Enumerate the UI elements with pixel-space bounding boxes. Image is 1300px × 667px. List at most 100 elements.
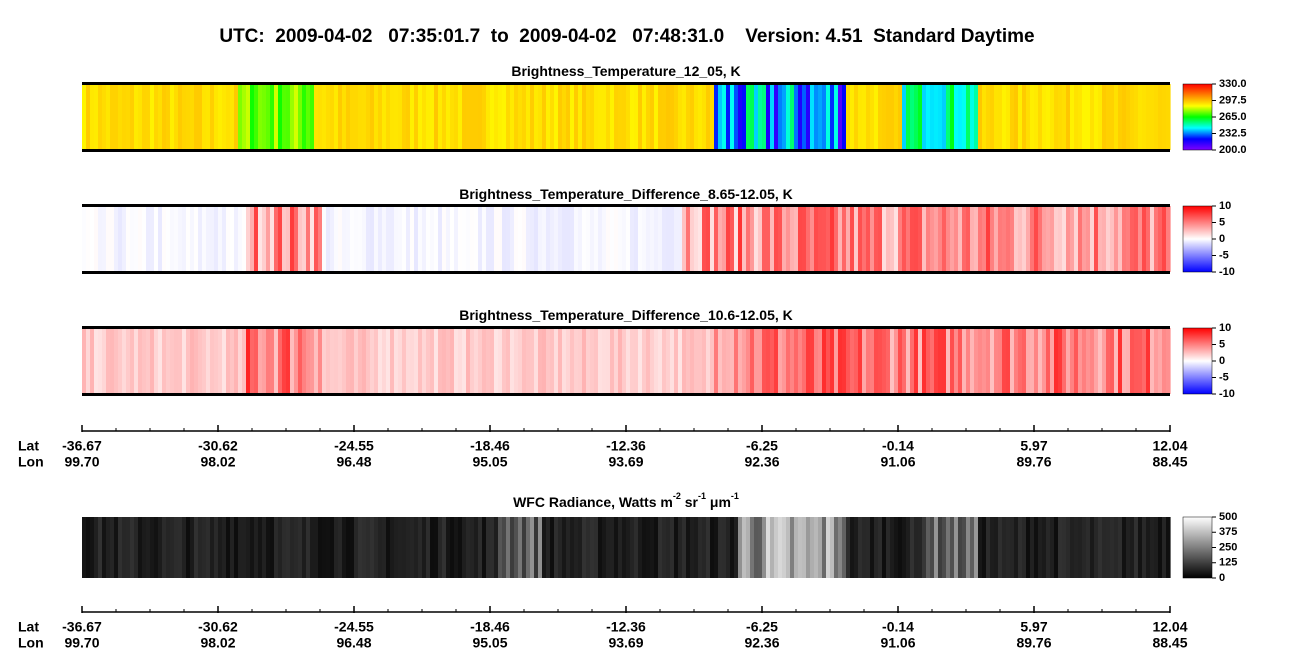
strip-column xyxy=(1010,328,1015,394)
strip-column xyxy=(1110,517,1115,578)
strip-column xyxy=(718,206,723,272)
strip-column xyxy=(582,517,587,578)
colorbar-tick-label: 0 xyxy=(1219,233,1225,245)
strip-column xyxy=(474,328,479,394)
strip-column xyxy=(182,517,187,578)
strip-column xyxy=(238,517,243,578)
strip-column xyxy=(370,328,375,394)
strip-column xyxy=(994,84,999,150)
strip-column xyxy=(710,328,715,394)
strip-column xyxy=(378,84,383,150)
strip-column xyxy=(838,206,843,272)
strip-column xyxy=(762,84,767,150)
strip-column xyxy=(402,517,407,578)
strip-column xyxy=(718,517,723,578)
strip-column xyxy=(814,206,819,272)
strip-column xyxy=(1126,328,1131,394)
strip-column xyxy=(466,206,471,272)
strip-column xyxy=(930,206,935,272)
strip-column xyxy=(450,517,455,578)
strip-column xyxy=(510,328,515,394)
strip-column xyxy=(906,328,911,394)
strip-column xyxy=(194,328,199,394)
strip-column xyxy=(1122,206,1127,272)
strip-column xyxy=(618,84,623,150)
strip-column xyxy=(850,206,855,272)
strip-column xyxy=(1058,206,1063,272)
strip-column xyxy=(498,84,503,150)
strip-column xyxy=(242,517,247,578)
strip-column xyxy=(314,84,319,150)
strip-column xyxy=(542,206,547,272)
strip-column xyxy=(734,206,739,272)
lat-tick-label: -36.67 xyxy=(62,619,102,635)
strip-column xyxy=(354,328,359,394)
lon-tick-label: 92.36 xyxy=(744,454,779,470)
strip-column xyxy=(966,328,971,394)
strip-column xyxy=(974,206,979,272)
strip-column xyxy=(782,206,787,272)
strip-column xyxy=(1110,206,1115,272)
strip-column xyxy=(838,84,843,150)
strip-column xyxy=(986,84,991,150)
strip-column xyxy=(1106,328,1111,394)
strip-column xyxy=(922,517,927,578)
strip-column xyxy=(1126,517,1131,578)
title-text: Brightness_Temperature_Difference_10.6-1… xyxy=(459,307,793,323)
strip-column xyxy=(218,84,223,150)
strip-column xyxy=(98,84,103,150)
strip-column xyxy=(1106,206,1111,272)
strip-column xyxy=(1138,84,1143,150)
strip-column xyxy=(578,517,583,578)
strip-column xyxy=(1146,328,1151,394)
strip-column xyxy=(462,517,467,578)
strip-column xyxy=(294,84,299,150)
strip-column xyxy=(434,517,439,578)
strip-column xyxy=(870,328,875,394)
strip-column xyxy=(418,517,423,578)
strip-column xyxy=(482,517,487,578)
strip-column xyxy=(234,206,239,272)
strip-edge xyxy=(82,204,1170,207)
strip-column xyxy=(990,84,995,150)
strip-column xyxy=(642,517,647,578)
strip-column xyxy=(194,206,199,272)
lon-label: Lon xyxy=(18,454,44,470)
strip-column xyxy=(534,84,539,150)
strip-column xyxy=(414,328,419,394)
strip-column xyxy=(618,517,623,578)
strip-column xyxy=(390,206,395,272)
strip-column xyxy=(1026,206,1031,272)
strip-column xyxy=(326,517,331,578)
strip-column xyxy=(1154,517,1159,578)
strip-column xyxy=(406,517,411,578)
colorbar-tick-label: 0 xyxy=(1219,572,1225,584)
strip-column xyxy=(1082,517,1087,578)
strip-column xyxy=(694,517,699,578)
strip-column xyxy=(970,206,975,272)
strip-column xyxy=(318,84,323,150)
strip-column xyxy=(390,517,395,578)
strip-column xyxy=(922,84,927,150)
strip-column xyxy=(446,328,451,394)
strip-column xyxy=(930,328,935,394)
strip-column xyxy=(306,328,311,394)
strip-column xyxy=(1046,328,1051,394)
strip-column xyxy=(1130,84,1135,150)
strip-column xyxy=(386,328,391,394)
strip-column xyxy=(798,206,803,272)
strip-edge xyxy=(82,149,1170,152)
strip-column xyxy=(1054,206,1059,272)
strip-column xyxy=(310,517,315,578)
strip-column xyxy=(1006,328,1011,394)
strip-column xyxy=(938,206,943,272)
strip-column xyxy=(510,517,515,578)
strip-column xyxy=(646,328,651,394)
strip-column xyxy=(298,517,303,578)
strip-column xyxy=(254,517,259,578)
strip-column xyxy=(542,84,547,150)
strip-column xyxy=(110,206,115,272)
strip-column xyxy=(286,517,291,578)
strip-column xyxy=(990,328,995,394)
strip-column xyxy=(230,206,235,272)
